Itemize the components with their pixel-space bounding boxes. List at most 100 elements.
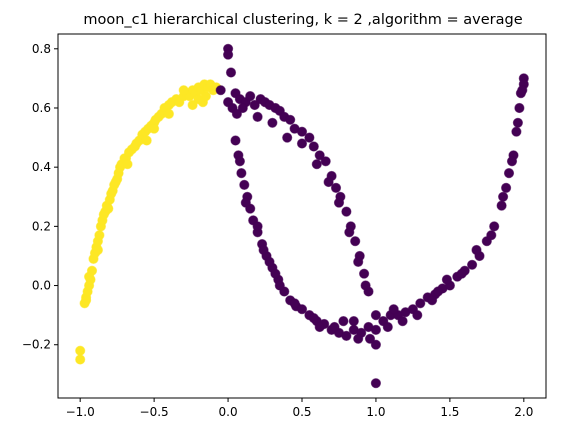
cluster-0-point — [103, 203, 114, 214]
cluster-1-point — [503, 168, 515, 179]
x-tick-label: 1.5 — [440, 405, 459, 419]
plot-frame — [57, 33, 547, 399]
cluster-1-point — [338, 316, 349, 327]
cluster-1-point — [282, 132, 293, 143]
y-tick-label: −0.2 — [22, 338, 51, 352]
cluster-0-point — [84, 271, 95, 282]
cluster-1-point — [234, 156, 245, 167]
cluster-0-point — [81, 295, 92, 306]
y-tick-label: 0.6 — [32, 101, 51, 115]
cluster-1-point — [258, 244, 269, 256]
cluster-1-point — [311, 159, 322, 170]
cluster-1-point — [270, 268, 281, 279]
cluster-1-point — [329, 321, 340, 333]
cluster-0-point — [75, 354, 86, 365]
cluster-1-point — [370, 378, 381, 389]
cluster-0-point — [200, 91, 211, 102]
cluster-0-point — [92, 244, 104, 256]
cluster-1-point — [486, 230, 497, 241]
cluster-1-point — [341, 206, 352, 217]
cluster-1-point — [501, 182, 512, 193]
y-tick-label: 0.2 — [32, 219, 51, 233]
cluster-1-point — [245, 91, 256, 102]
cluster-1-point — [350, 236, 361, 247]
ticks-layer: −1.0 −0.5 0.0 0.5 1.0 1.5 2.0 −0.2 0.0 0.2 0.4 0.6 0… — [22, 42, 534, 419]
cluster-0-point — [141, 135, 152, 146]
x-tick-label: −1.0 — [66, 405, 95, 419]
y-tick-label: 0.0 — [32, 279, 51, 293]
cluster-1-point — [239, 179, 250, 190]
cluster-1-point — [252, 221, 263, 232]
cluster-1-point — [274, 280, 285, 291]
cluster-1-point — [296, 304, 308, 315]
cluster-1-point — [496, 200, 507, 211]
cluster-1-point — [412, 310, 423, 321]
cluster-1-point — [296, 138, 308, 149]
cluster-1-point — [514, 102, 525, 114]
x-tick-label: 0.0 — [219, 405, 238, 419]
cluster-1-point — [344, 227, 355, 238]
cluster-1-point — [353, 256, 364, 267]
cluster-1-point — [506, 156, 518, 167]
cluster-1-point — [225, 67, 237, 78]
cluster-0-point — [149, 123, 160, 134]
chart-title: moon_c1 hierarchical clustering, k = 2 ,… — [83, 12, 522, 28]
cluster-1-point — [264, 256, 275, 267]
cluster-1-point — [364, 333, 376, 344]
cluster-0-point — [178, 85, 189, 96]
cluster-1-point — [304, 132, 315, 143]
y-tick-label: 0.8 — [32, 42, 51, 56]
x-tick-label: 2.0 — [514, 405, 533, 419]
cluster-1-point — [427, 295, 438, 306]
cluster-1-point — [320, 156, 331, 167]
cluster-1-point — [314, 150, 325, 161]
cluster-1-point — [215, 85, 226, 96]
cluster-1-point — [441, 274, 452, 285]
cluster-1-point — [382, 321, 393, 333]
cluster-1-point — [333, 197, 345, 208]
cluster-1-point — [456, 268, 467, 279]
cluster-1-point — [359, 268, 370, 279]
cluster-1-point — [252, 111, 263, 123]
cluster-1-point — [360, 280, 371, 291]
x-tick-label: −0.5 — [140, 405, 169, 419]
cluster-0-point — [110, 176, 121, 188]
cluster-1-point — [236, 168, 247, 179]
cluster-1-point — [341, 330, 352, 341]
cluster-1-point — [353, 333, 364, 344]
cluster-1-point — [415, 298, 426, 309]
cluster-1-point — [230, 135, 241, 146]
cluster-1-point — [289, 298, 300, 309]
cluster-1-point — [388, 304, 399, 315]
cluster-1-point — [240, 197, 251, 208]
cluster-1-point — [370, 310, 381, 321]
cluster-1-point — [489, 221, 500, 232]
cluster-0-point — [163, 108, 174, 120]
cluster-1-point — [285, 114, 296, 125]
cluster-1-point — [330, 182, 342, 193]
cluster-1-point — [512, 117, 524, 128]
cluster-1-point — [498, 191, 509, 202]
cluster-1-point — [370, 324, 381, 335]
cluster-1-point — [314, 321, 325, 333]
cluster-0-point — [122, 159, 133, 170]
cluster-0-point — [187, 99, 198, 111]
cluster-1-point — [267, 117, 278, 128]
cluster-1-point — [471, 244, 482, 256]
cluster-1-point — [323, 176, 334, 188]
cluster-1-point — [223, 49, 234, 60]
cluster-1-point — [237, 102, 248, 114]
x-tick-label: 1.0 — [366, 405, 385, 419]
cluster-1-point — [511, 126, 522, 137]
cluster-1-point — [308, 141, 319, 152]
x-tick-label: 0.5 — [292, 405, 311, 419]
cluster-1-point — [348, 316, 359, 327]
cluster-0-point — [75, 345, 86, 356]
cluster-1-point — [296, 126, 308, 137]
y-tick-label: 0.4 — [32, 160, 51, 174]
cluster-0-point — [94, 230, 105, 241]
cluster-1-point — [517, 85, 528, 96]
cluster-1-point — [308, 313, 319, 324]
